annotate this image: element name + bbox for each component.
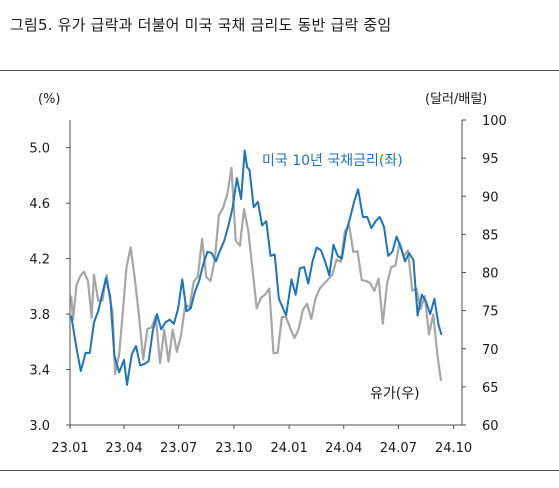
right-tick-label: 70 <box>482 343 499 358</box>
bottom-rule <box>0 470 559 471</box>
x-tick-label: 23.07 <box>160 441 197 456</box>
left-tick-label: 3.8 <box>29 308 50 323</box>
left-tick-label: 4.6 <box>29 197 50 212</box>
right-tick-label: 95 <box>482 152 499 167</box>
left-tick-label: 3.4 <box>29 364 50 379</box>
left-tick-label: 4.2 <box>29 253 50 268</box>
right-tick-label: 80 <box>482 267 499 282</box>
left-tick-label: 5.0 <box>29 142 50 157</box>
right-axis-unit: (달러/배럴) <box>425 92 487 107</box>
figure-title: 그림5. 유가 급락과 더불어 미국 국채 금리도 동반 급락 중임 <box>10 16 392 34</box>
series-line-oil <box>70 166 443 381</box>
right-tick-label: 60 <box>482 419 499 434</box>
x-tick-label: 23.01 <box>51 441 88 456</box>
right-tick-label: 90 <box>482 190 499 205</box>
series-label-us10y: 미국 10년 국채금리(좌) <box>262 153 403 169</box>
series-label-oil: 유가(우) <box>370 386 420 402</box>
left-axis-ticks: 3.0 3.4 3.8 4.2 4.6 5.0 <box>29 142 70 434</box>
right-tick-label: 85 <box>482 228 499 243</box>
x-tick-label: 24.01 <box>271 441 308 456</box>
x-tick-label: 24.04 <box>325 441 362 456</box>
x-tick-label: 24.07 <box>380 441 417 456</box>
right-axis-ticks: 60 65 70 75 80 85 90 95 100 <box>462 114 507 434</box>
right-tick-label: 75 <box>482 305 499 320</box>
x-axis-ticks: 23.01 23.04 23.07 23.10 24.01 24.04 24.07 24.10 <box>51 425 472 456</box>
series-line-us10y <box>70 149 443 386</box>
right-tick-label: 100 <box>482 114 507 129</box>
left-axis-unit: (%) <box>38 92 61 107</box>
x-tick-label: 23.04 <box>105 441 142 456</box>
top-rule <box>0 70 559 71</box>
x-tick-label: 24.10 <box>435 441 472 456</box>
left-tick-label: 3.0 <box>29 419 50 434</box>
x-tick-label: 23.10 <box>215 441 252 456</box>
right-tick-label: 65 <box>482 381 499 396</box>
